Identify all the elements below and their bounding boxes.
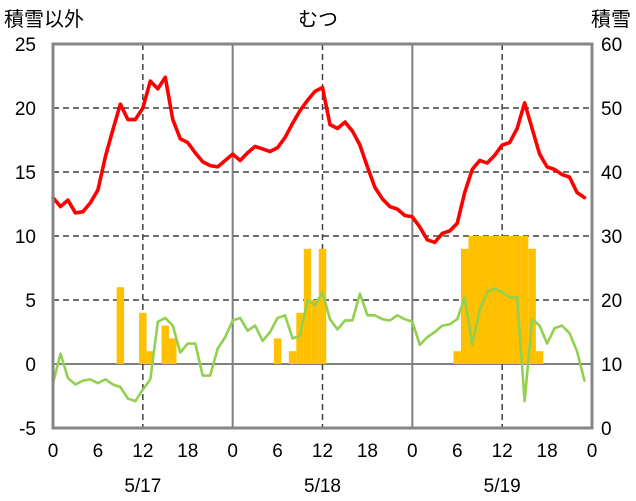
y-tick-labels: 25 20 15 10 5 0 -5	[15, 35, 36, 440]
bar	[460, 248, 469, 364]
x-tick-label: 12	[492, 441, 513, 462]
x-tick-label: 0	[407, 441, 418, 462]
series-line	[51, 287, 586, 403]
y2-tick-label: 60	[601, 35, 622, 56]
x-tick-label: 0	[587, 441, 598, 462]
bar	[273, 338, 282, 364]
y-tick-label: 10	[15, 227, 36, 248]
bar	[139, 312, 147, 364]
date-label: 5/17	[124, 476, 161, 497]
y-tick-label: 0	[25, 355, 36, 376]
x-tick-label: 18	[357, 441, 378, 462]
bar	[116, 287, 125, 364]
bar	[296, 312, 304, 364]
date-labels: 5/17 5/18 5/19	[124, 476, 520, 497]
y-tick-label: 25	[15, 35, 36, 56]
y2-tick-label: 10	[601, 355, 622, 376]
y2-tick-label: 50	[601, 99, 622, 120]
y-axis-label: 積雪以外	[4, 7, 84, 31]
y-tick-label: 5	[25, 291, 36, 312]
y2-tick-labels: 60 50 40 30 20 10 0	[601, 35, 622, 440]
x-tick-label: 18	[537, 441, 558, 462]
x-tick-label: 12	[312, 441, 333, 462]
bar	[475, 236, 484, 364]
y-tick-label: 20	[15, 99, 36, 120]
bar	[311, 300, 319, 364]
bar	[288, 351, 297, 364]
date-label: 5/18	[304, 476, 341, 497]
x-tick-label: 0	[48, 441, 59, 462]
line-series-1	[51, 287, 586, 403]
chart-title: むつ	[298, 7, 338, 31]
y2-tick-label: 40	[601, 163, 622, 184]
bar	[520, 236, 529, 364]
plot-area-border	[51, 42, 594, 430]
y2-tick-label: 20	[601, 291, 622, 312]
bar	[453, 351, 461, 364]
bar	[498, 236, 506, 364]
bar	[146, 351, 155, 364]
bar	[303, 248, 312, 364]
bar	[468, 236, 476, 364]
series-line	[51, 75, 587, 245]
bar	[318, 248, 327, 364]
y-tick-label: 15	[15, 163, 36, 184]
bar	[169, 338, 177, 364]
x-tick-label: 6	[452, 441, 463, 462]
x-tick-label: 6	[93, 441, 104, 462]
date-label: 5/19	[484, 476, 521, 497]
x-tick-label: 0	[227, 441, 238, 462]
x-tick-label: 6	[272, 441, 283, 462]
x-tick-labels: 0 6 12 18 0 6 12 18 0 6 12 18 0	[48, 441, 598, 462]
x-tick-label: 12	[132, 441, 153, 462]
line-series-2	[51, 75, 587, 245]
y2-tick-label: 0	[601, 419, 612, 440]
y2-axis-label: 積雪	[591, 7, 631, 31]
bar	[483, 236, 491, 364]
line-series	[51, 75, 587, 403]
x-tick-label: 18	[177, 441, 198, 462]
bar	[161, 325, 170, 364]
y-tick-label: -5	[19, 419, 36, 440]
bar	[490, 236, 499, 364]
bar	[505, 236, 514, 364]
bar	[535, 351, 544, 364]
y2-tick-label: 30	[601, 227, 622, 248]
bar	[528, 248, 536, 364]
